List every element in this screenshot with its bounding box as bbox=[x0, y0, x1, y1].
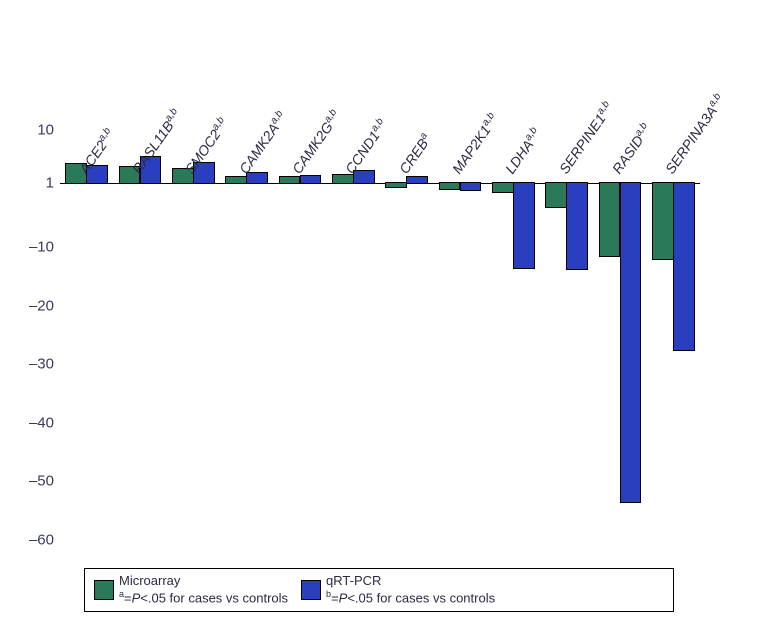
ytick-label: –20 bbox=[29, 297, 60, 314]
bar-qrtpcr bbox=[461, 183, 481, 190]
xlabel: MAP2K1a,b bbox=[448, 111, 501, 177]
xlabel: RASIDa,b bbox=[608, 121, 654, 177]
xlabel: SERPINA3Aa,b bbox=[662, 91, 729, 176]
ytick-label: –60 bbox=[29, 532, 60, 549]
ytick-label: 10 bbox=[37, 122, 60, 139]
ytick-label: 1 bbox=[46, 174, 60, 191]
xlabel: CCND1a,b bbox=[342, 116, 391, 176]
ytick-label: –40 bbox=[29, 414, 60, 431]
bar-qrtpcr bbox=[514, 183, 534, 268]
xlabel: CREBa bbox=[395, 131, 434, 177]
bar-microarray bbox=[333, 175, 353, 183]
xlabel: SERPINE1a,b bbox=[555, 99, 616, 177]
bar-qrtpcr bbox=[621, 183, 641, 502]
bar-qrtpcr bbox=[301, 176, 321, 183]
bar-microarray bbox=[386, 183, 406, 188]
xlabel: CAMK2Ga,b bbox=[288, 107, 344, 176]
xlabel: CAMK2Aa,b bbox=[235, 109, 290, 177]
bar-qrtpcr bbox=[674, 183, 694, 350]
xlabel: LDHAa,b bbox=[502, 125, 545, 177]
legend-item: Microarraya=P<.05 for cases vs controls bbox=[95, 574, 288, 606]
plot-area: 101–10–20–30–40–50–60ACE2a,bRASL11Ba,bSM… bbox=[60, 130, 700, 540]
legend-text: qRT-PCRb=P<.05 for cases vs controls bbox=[326, 574, 495, 606]
ytick-label: –30 bbox=[29, 356, 60, 373]
legend-item: qRT-PCRb=P<.05 for cases vs controls bbox=[302, 574, 495, 606]
bar-microarray bbox=[280, 177, 300, 183]
ytick-label: –10 bbox=[29, 239, 60, 256]
bar-qrtpcr bbox=[407, 177, 427, 183]
bar-microarray bbox=[546, 183, 566, 208]
ytick-label: –50 bbox=[29, 473, 60, 490]
bar-microarray bbox=[440, 183, 460, 189]
legend-text: Microarraya=P<.05 for cases vs controls bbox=[119, 574, 288, 606]
bar-microarray bbox=[600, 183, 620, 256]
chart-container: 101–10–20–30–40–50–60ACE2a,bRASL11Ba,bSM… bbox=[0, 0, 771, 631]
bar-qrtpcr bbox=[567, 183, 587, 270]
legend: Microarraya=P<.05 for cases vs controls q… bbox=[84, 568, 674, 612]
bar-microarray bbox=[226, 177, 246, 183]
legend-swatch bbox=[95, 581, 113, 599]
bar-microarray bbox=[493, 183, 513, 192]
bar-microarray bbox=[653, 183, 673, 259]
legend-swatch bbox=[302, 581, 320, 599]
